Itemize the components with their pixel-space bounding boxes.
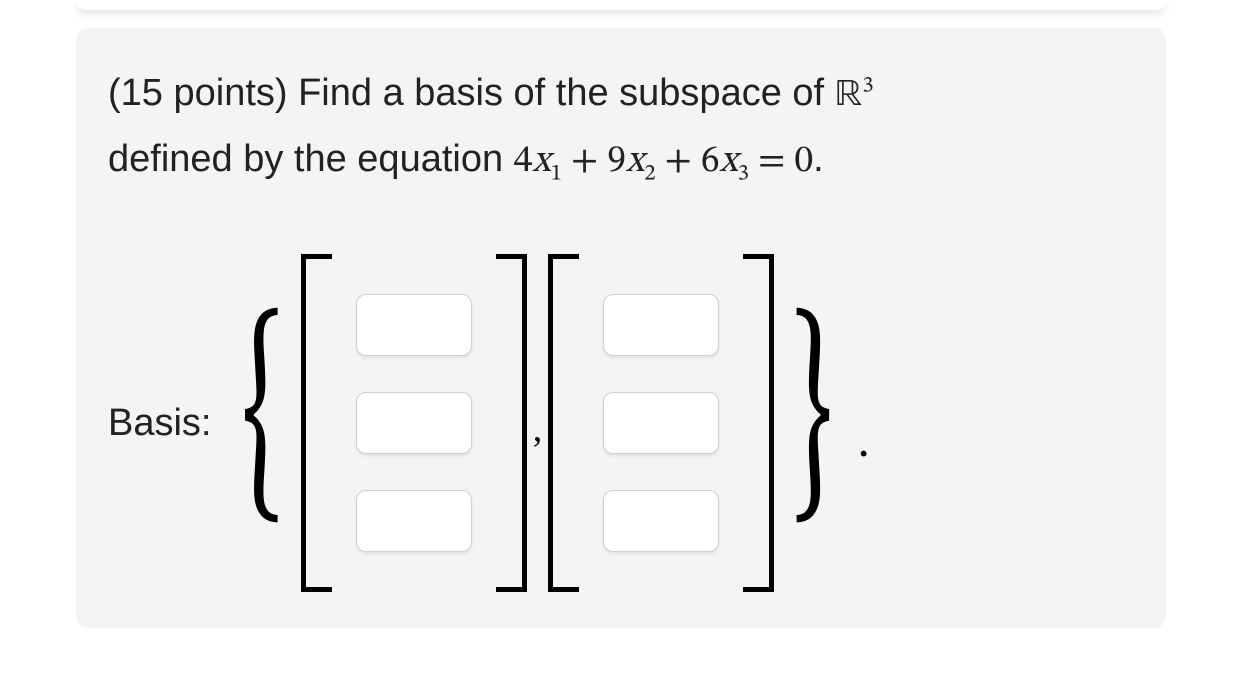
brace-open: { xyxy=(242,325,283,509)
sub-1: 1 xyxy=(551,163,562,185)
coef-1: 4 xyxy=(514,143,533,181)
points-prefix: (15 points) xyxy=(108,72,298,114)
bracket-close-icon xyxy=(743,254,774,592)
sep-2: + xyxy=(656,143,701,181)
rhs: 0 xyxy=(794,143,813,181)
vector-1-row-1-input[interactable] xyxy=(356,294,472,356)
vector-1-row-2-input[interactable] xyxy=(356,392,472,454)
answer-area: Basis: { , } . xyxy=(108,238,1128,608)
equation: 4x1 + 9x2 + 6x3 = 0 xyxy=(514,143,813,181)
basis-label: Basis: xyxy=(108,402,211,445)
coef-3: 6 xyxy=(701,143,720,181)
vector-2-inputs xyxy=(579,294,743,552)
sep-3: = xyxy=(749,143,794,181)
var-2: x xyxy=(626,143,644,181)
question-text: (15 points) Find a basis of the subspace… xyxy=(108,62,1128,194)
vector-2-row-2-input[interactable] xyxy=(603,392,719,454)
vector-2-row-3-input[interactable] xyxy=(603,490,719,552)
space-exponent: 3 xyxy=(862,75,873,97)
brace-close: } xyxy=(791,325,832,509)
space-R: ℝ xyxy=(835,77,863,115)
vector-1 xyxy=(301,254,527,592)
question-tail: . xyxy=(813,138,824,180)
bracket-open-icon xyxy=(301,254,332,592)
vector-2 xyxy=(548,254,774,592)
sub-3: 3 xyxy=(738,163,749,185)
previous-card-edge xyxy=(76,0,1166,10)
trailing-period: . xyxy=(857,410,870,468)
sep-1: + xyxy=(562,143,607,181)
vector-2-row-1-input[interactable] xyxy=(603,294,719,356)
question-card: (15 points) Find a basis of the subspace… xyxy=(76,28,1166,628)
sub-2: 2 xyxy=(644,163,655,185)
question-part2: defined by the equation xyxy=(108,138,514,180)
vector-separator: , xyxy=(533,407,543,451)
bracket-open-icon xyxy=(548,254,579,592)
bracket-close-icon xyxy=(496,254,527,592)
coef-2: 9 xyxy=(607,143,626,181)
var-3: x xyxy=(720,143,738,181)
vector-1-inputs xyxy=(332,294,496,552)
vector-1-row-3-input[interactable] xyxy=(356,490,472,552)
question-part1: Find a basis of the subspace of xyxy=(298,72,835,114)
var-1: x xyxy=(532,143,550,181)
